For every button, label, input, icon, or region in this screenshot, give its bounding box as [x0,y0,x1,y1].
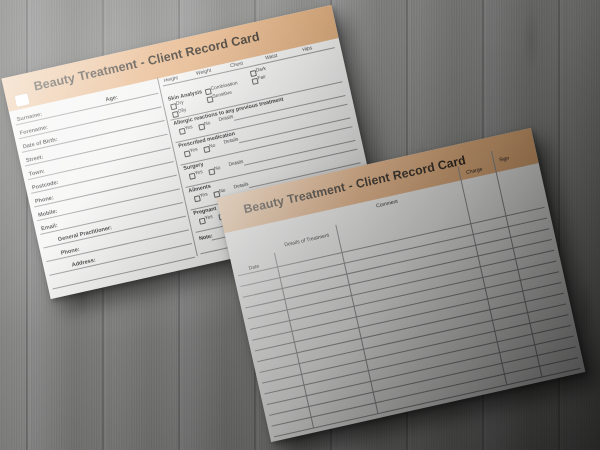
option-label-allergic-no: No [203,121,212,128]
rule-line [43,215,186,249]
option-label-surgery-no: No [213,166,222,173]
option-label-allergic-yes: Yes [184,125,194,132]
table-row-line [240,217,548,288]
option-label-prescribed-yes: Yes [189,147,199,155]
option-label-sensitive: Sensitive [212,90,233,100]
option-label-dark: Dark [255,66,267,74]
rule-line [31,161,174,194]
option-label-oily: Oily [177,108,187,115]
rule-line [37,188,180,222]
section-heading-skin-analysis: Skin Analysis [167,89,203,103]
option-label-dry: Dry [175,100,185,108]
column-header-details: Details of Treatment [283,232,330,249]
detail-label-ailments: Details [233,182,250,191]
column-header-comment: Comment [375,198,399,210]
option-label-prescribed-no: No [208,143,217,150]
note-label: Note: [198,233,214,243]
detail-label-surgery: Details [228,159,245,169]
option-label-surgery-yes: Yes [194,169,204,177]
option-label-ailments-yes: Yes [199,192,209,200]
option-label-combination: Combination [210,81,239,93]
option-label-pregnant-yes: Yes [204,214,214,222]
option-label-fair: Fair [257,74,267,82]
rule-line [28,147,171,181]
option-label-ailments-no: No [218,188,227,195]
